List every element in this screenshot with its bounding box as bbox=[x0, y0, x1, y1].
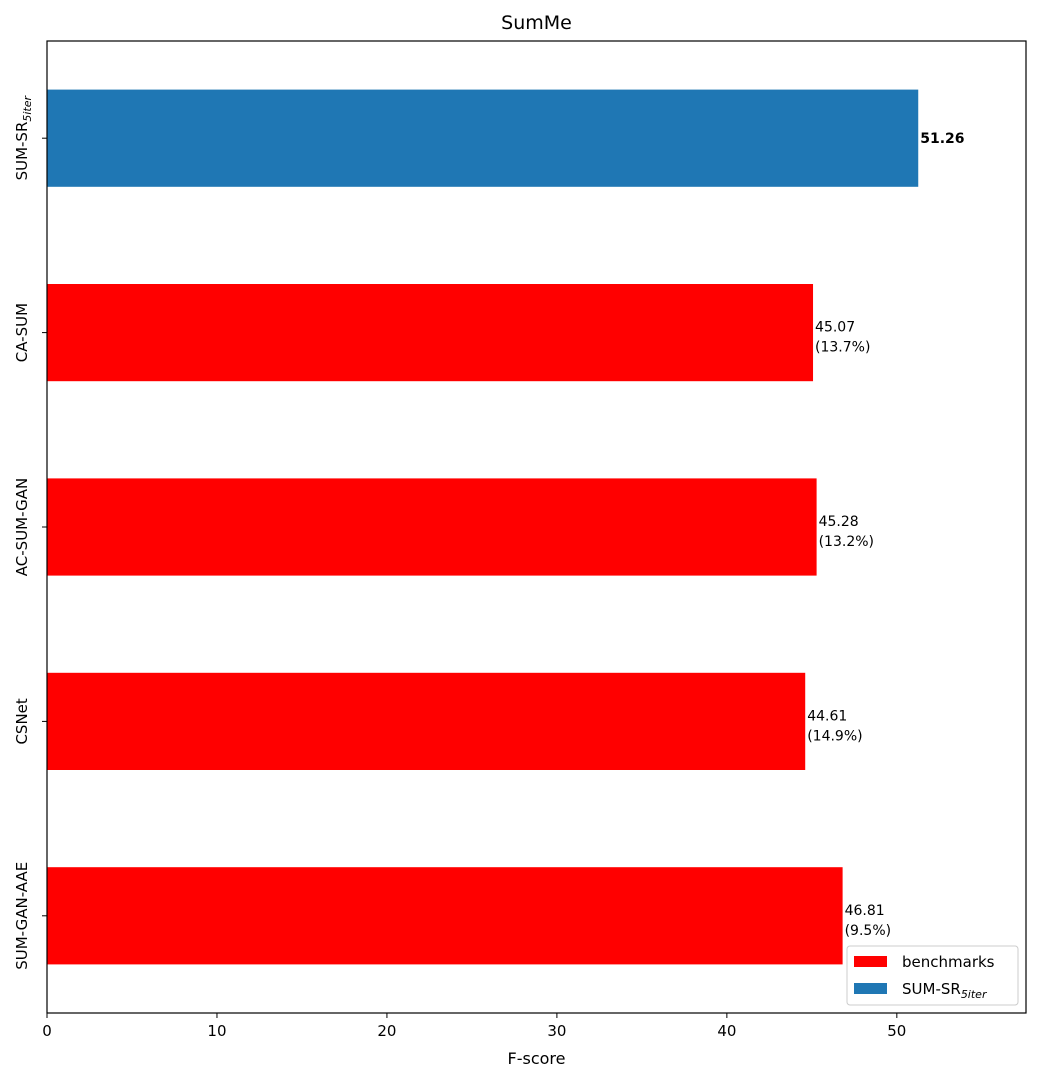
x-tick-label: 10 bbox=[207, 1022, 226, 1040]
legend-label-sum-sr: SUM-SR5iter bbox=[902, 980, 988, 1001]
legend: benchmarks SUM-SR5iter bbox=[846, 945, 1019, 1006]
legend-label-benchmarks: benchmarks bbox=[902, 953, 995, 971]
chart-title: SumMe bbox=[501, 12, 572, 34]
y-tick-label: AC-SUM-GAN bbox=[13, 478, 31, 576]
y-tick-label: CA-SUM bbox=[13, 303, 31, 362]
bar-csnet bbox=[47, 672, 806, 770]
bar-value-label: 46.81 (9.5%) bbox=[845, 903, 892, 939]
y-tick-label: SUM-GAN-AAE bbox=[13, 862, 31, 970]
x-axis: 0 10 20 30 40 50 bbox=[42, 1013, 906, 1040]
y-axis: SUM-GAN-AAE CSNet AC-SUM-GAN CA-SUM SUM-SR5i… bbox=[13, 94, 47, 970]
bars-group bbox=[47, 89, 919, 965]
x-tick-label: 50 bbox=[887, 1022, 906, 1040]
bar-value-label: 45.28 (13.2%) bbox=[819, 514, 874, 550]
y-tick-label: SUM-SR5iter bbox=[13, 94, 34, 180]
legend-swatch-benchmarks bbox=[854, 956, 887, 967]
bar-value-label: 44.61 (14.9%) bbox=[807, 708, 862, 744]
bar-value-label: 45.07 (13.7%) bbox=[815, 320, 870, 356]
x-tick-label: 0 bbox=[42, 1022, 52, 1040]
x-axis-label: F-score bbox=[508, 1049, 566, 1068]
bar-labels-group: 46.81 (9.5%) 44.61 (14.9%) 45.28 (13.2%) 45.07… bbox=[807, 131, 964, 939]
legend-swatch-sum-sr bbox=[854, 983, 887, 994]
bar-ac-sum-gan bbox=[47, 478, 817, 576]
bar-ca-sum bbox=[47, 284, 814, 382]
x-tick-label: 30 bbox=[547, 1022, 566, 1040]
x-tick-label: 40 bbox=[717, 1022, 736, 1040]
bar-sum-gan-aae bbox=[47, 867, 843, 965]
bar-sum-sr-5iter bbox=[47, 89, 919, 187]
x-tick-label: 20 bbox=[377, 1022, 396, 1040]
legend-box bbox=[846, 945, 1019, 1006]
bar-value-label: 51.26 bbox=[920, 131, 964, 147]
y-tick-label: CSNet bbox=[13, 698, 31, 744]
